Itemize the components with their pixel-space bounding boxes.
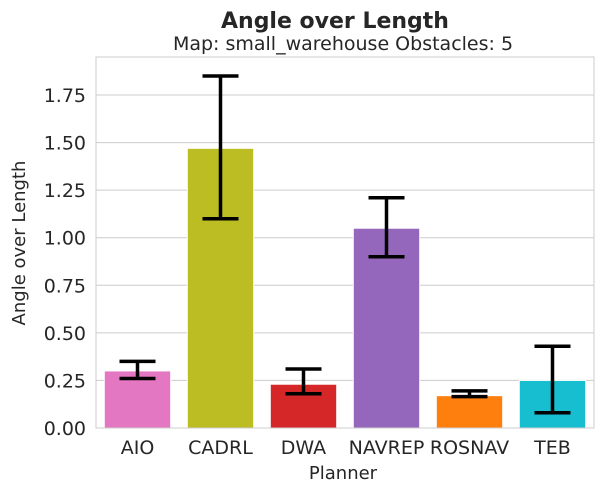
y-tick-label: 0.75 [44,275,86,297]
bar-rosnav [435,395,504,429]
y-tick-label: 1.00 [44,228,86,250]
x-tick-label: TEB [533,437,571,459]
error-bar-teb [534,344,571,415]
y-tick-label: 1.75 [44,85,86,107]
x-tick-label: DWA [281,437,326,459]
plot-frame [95,56,595,429]
y-axis-label: Angle over Length [9,161,30,326]
grid-lines [96,94,594,429]
x-tick-labels: AIO CADRL DWA NAVREP ROSNAV TEB [121,437,571,459]
bar-navrep [352,227,421,429]
error-bar-cadrl [202,74,239,221]
y-tick-label: 0.50 [44,323,86,345]
x-tick-label: AIO [121,437,155,459]
y-tick-labels: 0.00 0.25 0.50 0.75 1.00 1.25 1.50 1.75 [44,85,86,440]
x-tick-label: ROSNAV [430,437,509,459]
error-bar-rosnav [451,389,488,399]
y-tick-label: 0.25 [44,370,86,392]
error-bars [119,74,571,415]
error-bar-dwa [285,367,322,396]
x-tick-label: NAVREP [349,437,425,459]
bar-aio [103,370,172,429]
chart-subtitle: Map: small_warehouse Obstacles: 5 [173,33,513,55]
y-tick-label: 1.25 [44,180,86,202]
chart-title: Angle over Length [221,9,449,34]
y-tick-label: 1.50 [44,133,86,155]
error-bar-navrep [368,196,405,259]
x-axis-label: Planner [309,463,378,484]
error-bar-aio [119,359,156,381]
x-tick-label: CADRL [188,437,253,459]
y-tick-label: 0.00 [44,418,86,440]
